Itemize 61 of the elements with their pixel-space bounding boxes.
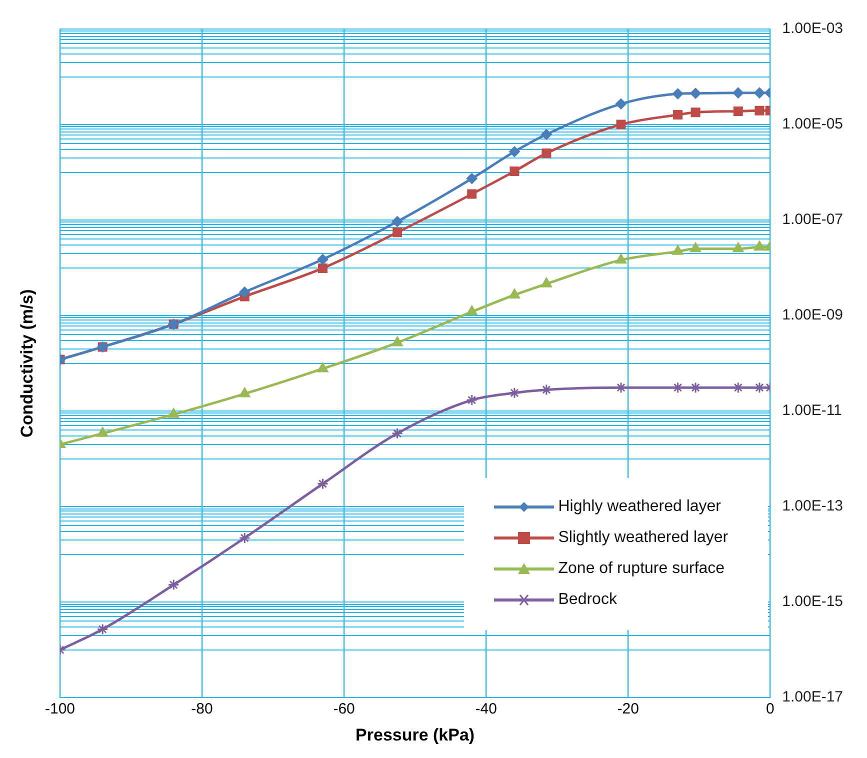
point bbox=[508, 288, 520, 298]
point bbox=[540, 128, 552, 140]
point bbox=[466, 173, 478, 184]
point bbox=[754, 240, 766, 251]
y-tick-label: 1.00E-13 bbox=[782, 498, 844, 515]
point bbox=[392, 228, 402, 238]
point bbox=[508, 387, 520, 399]
legend-label: Bedrock bbox=[558, 591, 617, 610]
point bbox=[96, 426, 108, 437]
point bbox=[466, 305, 478, 316]
point bbox=[732, 87, 744, 98]
point bbox=[96, 623, 108, 635]
point bbox=[168, 579, 180, 591]
point bbox=[690, 88, 702, 99]
legend-label: Zone of rupture surface bbox=[558, 560, 725, 578]
y-axis-title: Conductivity (m/s) bbox=[18, 289, 37, 438]
point bbox=[754, 106, 764, 116]
point bbox=[467, 189, 477, 199]
y-tick-label: 1.00E-05 bbox=[782, 116, 844, 133]
point bbox=[673, 110, 683, 120]
point bbox=[672, 244, 684, 255]
point bbox=[616, 120, 626, 130]
point bbox=[615, 98, 626, 110]
point bbox=[690, 108, 700, 118]
point bbox=[316, 478, 328, 490]
point bbox=[732, 242, 744, 252]
x-tick-label: -100 bbox=[44, 700, 76, 718]
point bbox=[508, 146, 520, 158]
point bbox=[690, 242, 702, 252]
x-axis-title: Pressure (kPa) bbox=[356, 725, 475, 744]
point bbox=[239, 286, 250, 298]
legend-label: Slightly weathered layer bbox=[558, 529, 728, 548]
x-tick-label: -80 bbox=[191, 700, 213, 718]
point bbox=[672, 88, 684, 100]
point bbox=[317, 254, 328, 265]
x-tick-label: 0 bbox=[766, 700, 774, 718]
point bbox=[542, 148, 552, 158]
point bbox=[510, 166, 520, 176]
x-tick-label: -60 bbox=[333, 700, 355, 718]
point bbox=[392, 336, 404, 346]
y-tick-label: 1.00E-15 bbox=[782, 593, 844, 610]
y-tick-label: 1.00E-11 bbox=[782, 402, 842, 420]
y-tick-label: 1.00E-03 bbox=[782, 20, 844, 38]
y-tick-label: 1.00E-09 bbox=[782, 306, 844, 324]
point bbox=[466, 394, 478, 406]
point bbox=[392, 428, 404, 440]
point bbox=[238, 387, 250, 398]
point bbox=[540, 277, 552, 288]
point bbox=[392, 216, 403, 228]
point bbox=[615, 254, 627, 264]
point bbox=[238, 532, 250, 544]
point bbox=[317, 362, 328, 372]
point bbox=[168, 408, 180, 418]
x-tick-label: -40 bbox=[475, 700, 497, 718]
y-tick-label: 1.00E-17 bbox=[782, 688, 844, 706]
x-tick-label: -20 bbox=[617, 700, 639, 718]
point bbox=[754, 87, 765, 98]
y-tick-label: 1.00E-07 bbox=[782, 211, 844, 228]
point bbox=[733, 106, 743, 116]
legend-label: Highly weathered layer bbox=[558, 498, 721, 516]
point bbox=[318, 263, 328, 273]
